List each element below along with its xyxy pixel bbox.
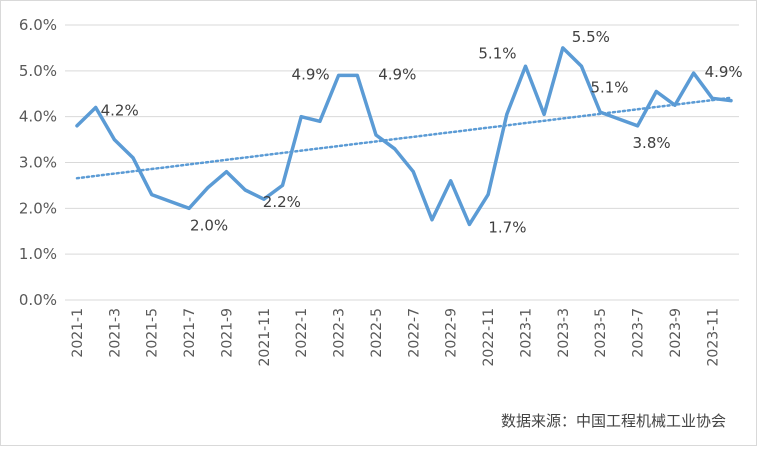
x-tick-label: 2021-5: [145, 308, 161, 358]
y-tick-label: 6.0%: [19, 16, 57, 34]
x-tick-label: 2021-7: [182, 308, 198, 358]
data-point: [168, 199, 172, 203]
data-point: [262, 197, 266, 201]
x-tick-label: 2023-3: [556, 308, 572, 358]
data-point: [75, 124, 79, 128]
x-tick-label: 2022-11: [481, 308, 497, 367]
data-point: [598, 110, 602, 114]
data-point: [393, 147, 397, 151]
trendline: [75, 96, 733, 180]
data-point: [729, 99, 733, 103]
data-label: 3.8%: [633, 134, 671, 152]
data-point: [710, 96, 714, 100]
x-tick-label: 2023-9: [668, 308, 684, 358]
x-tick-label: 2023-5: [593, 308, 609, 358]
data-label: 1.7%: [488, 218, 526, 236]
data-point: [355, 73, 359, 77]
data-point: [224, 170, 228, 174]
y-tick-label: 3.0%: [19, 154, 57, 172]
data-point: [318, 119, 322, 123]
data-point: [337, 73, 341, 77]
data-point: [187, 206, 191, 210]
data-point: [542, 112, 546, 116]
data-label: 5.1%: [590, 78, 628, 96]
data-point: [299, 115, 303, 119]
data-label: 2.2%: [263, 193, 301, 211]
data-point: [281, 183, 285, 187]
data-point: [150, 193, 154, 197]
data-label: 4.9%: [705, 63, 743, 81]
data-point: [206, 186, 210, 190]
data-label: 5.1%: [478, 44, 516, 62]
y-tick-label: 0.0%: [19, 291, 57, 309]
y-tick-label: 5.0%: [19, 62, 57, 80]
data-point: [636, 124, 640, 128]
x-tick-label: 2021-1: [70, 308, 86, 358]
data-point: [411, 170, 415, 174]
y-tick-label: 4.0%: [19, 108, 57, 126]
data-point: [692, 71, 696, 75]
x-tick-label: 2023-11: [705, 308, 721, 367]
data-point: [580, 64, 584, 68]
data-label: 5.5%: [572, 28, 610, 46]
data-point: [374, 133, 378, 137]
data-point: [467, 222, 471, 226]
data-point: [523, 64, 527, 68]
x-tick-label: 2022-7: [406, 308, 422, 358]
data-point: [654, 89, 658, 93]
x-tick-label: 2021-9: [219, 308, 235, 358]
data-point: [505, 112, 509, 116]
y-tick-label: 2.0%: [19, 199, 57, 217]
x-tick-label: 2023-7: [631, 308, 647, 358]
x-tick-label: 2021-11: [257, 308, 273, 367]
data-label: 4.9%: [292, 65, 330, 83]
data-label: 4.2%: [101, 102, 139, 120]
data-point: [561, 46, 565, 50]
x-tick-label: 2022-5: [369, 308, 385, 358]
data-point: [94, 106, 98, 109]
x-tick-label: 2023-1: [518, 308, 534, 358]
data-point: [243, 188, 247, 192]
x-tick-label: 2022-9: [444, 308, 460, 358]
data-point: [449, 179, 453, 183]
data-label: 2.0%: [190, 216, 228, 234]
data-point: [112, 138, 116, 142]
data-point: [430, 218, 434, 222]
x-tick-label: 2022-1: [294, 308, 310, 358]
x-tick-label: 2021-3: [107, 308, 123, 358]
data-point: [131, 156, 135, 160]
data-point: [486, 193, 490, 197]
y-tick-label: 1.0%: [19, 245, 57, 263]
data-label: 4.9%: [378, 65, 416, 83]
source-note: 数据来源：中国工程机械工业协会: [500, 412, 726, 430]
x-tick-label: 2022-3: [332, 308, 348, 358]
data-point: [673, 103, 677, 107]
series-line: [75, 46, 733, 227]
data-point: [617, 117, 621, 121]
